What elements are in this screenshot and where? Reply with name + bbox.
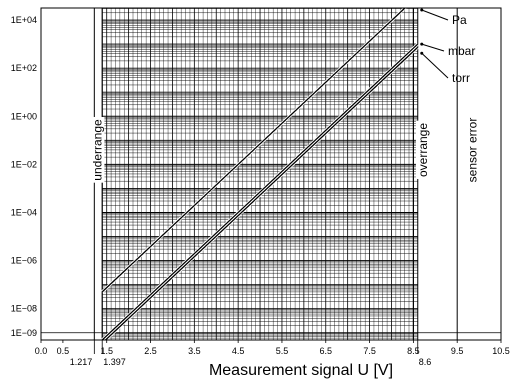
- x-axis-title: Measurement signal U [V]: [209, 362, 393, 379]
- y-tick-label: 1E−08: [11, 304, 37, 314]
- series-pointer-mbar: [421, 43, 445, 52]
- y-tick-label: 1E−04: [11, 207, 37, 217]
- x-tick-label: 7.5: [363, 346, 376, 356]
- series-pointer-torr: [421, 52, 449, 79]
- y-tick-label: 1E+04: [11, 15, 37, 25]
- y-tick-label: 1E−02: [11, 159, 37, 169]
- x-tick-label: 1.5: [100, 346, 113, 356]
- x-tick-label: 10.5: [492, 346, 510, 356]
- x-tick-labels: 0.0 0.5 1.5 2.5 3.5 4.5 5.5 6.5 7.5 8.5 9.5 10.5: [35, 340, 510, 356]
- y-tick-labels: 1E+04 1E+02 1E+00 1E−02 1E−04 1E−06 1E−08 1E−09: [11, 15, 37, 338]
- plot-frame: [40, 7, 502, 341]
- series-label-Pa: Pa: [452, 13, 467, 27]
- x-extra-tick-label: 1.217: [70, 357, 93, 367]
- y-tick-label: 1E−09: [11, 328, 37, 338]
- x-tick-label: 0.0: [35, 346, 48, 356]
- zone-label-sensor-error: sensor error: [465, 118, 479, 183]
- y-tick-label: 1E−06: [11, 256, 37, 266]
- y-tick-label: 1E+00: [11, 111, 37, 121]
- x-extra-tick-label: 1.397: [103, 357, 126, 367]
- x-tick-label: 9.5: [451, 346, 464, 356]
- x-extra-tick-label: 8.6: [419, 357, 432, 367]
- series-line-mbar: [101, 43, 419, 340]
- zone-label-underrange: underrange: [90, 119, 104, 181]
- series-pointer-Pa: [421, 9, 449, 21]
- x-tick-label: 0.5: [57, 346, 70, 356]
- series-label-torr: torr: [452, 71, 470, 85]
- series-line-Pa: [101, 8, 406, 293]
- x-tick-label: 8.5: [407, 346, 420, 356]
- grid: [41, 8, 501, 340]
- x-tick-label: 6.5: [320, 346, 333, 356]
- series-lines: [101, 8, 419, 340]
- x-extra-tick-labels: 1.217 1.397 8.6: [70, 340, 431, 367]
- zone-labels: underrange overrange sensor error: [90, 115, 480, 185]
- x-tick-label: 4.5: [232, 346, 245, 356]
- series-line-torr: [104, 46, 419, 340]
- y-tick-label: 1E+02: [11, 63, 37, 73]
- series-labels: Pa mbar torr: [420, 8, 475, 85]
- series-label-mbar: mbar: [448, 44, 475, 58]
- x-tick-label: 3.5: [188, 346, 201, 356]
- zone-label-overrange: overrange: [416, 123, 430, 177]
- x-tick-label: 5.5: [276, 346, 289, 356]
- x-tick-label: 2.5: [144, 346, 157, 356]
